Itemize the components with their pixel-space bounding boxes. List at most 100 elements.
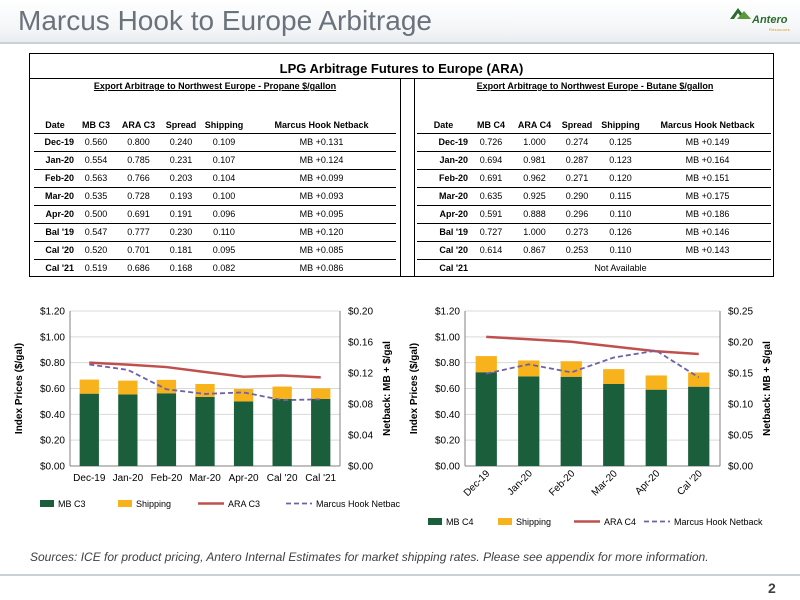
table-cell: Bal '19	[417, 223, 470, 242]
table-cell: 0.230	[161, 223, 201, 242]
table-row: Jan-20 0.694 0.981 0.287 0.123 MB +0.164	[417, 151, 771, 170]
line-marcus-hook-netback	[486, 349, 700, 379]
bar-shipping	[475, 356, 497, 373]
legend-label: Marcus Hook Netback	[316, 499, 400, 509]
legend-label: Marcus Hook Netback	[674, 517, 763, 527]
table-cell: 0.701	[116, 241, 161, 260]
table-cell: Cal '20	[34, 241, 76, 260]
table-divider	[400, 78, 401, 277]
table-cell: MB +0.095	[247, 205, 396, 224]
table-cell: 0.635	[470, 187, 512, 206]
butane-chart-svg: $0.00 $0.20 $0.40 $0.60 $0.80 $1.00 $1.20 $0.00…	[409, 307, 773, 528]
table-cell: 0.193	[161, 187, 201, 206]
column-header: MB C4	[470, 117, 512, 134]
bar-shipping	[311, 388, 331, 399]
y2-axis-title: Netback: MB + $/gal	[762, 341, 773, 436]
table-cell: 0.591	[470, 205, 512, 224]
table-cell: Cal '21	[45, 263, 74, 274]
y2-tick-label: $0.20	[348, 307, 373, 318]
logo-wordmark: Antero	[752, 14, 788, 26]
bar-mb-c4	[475, 372, 497, 466]
table-title-divider	[30, 78, 773, 79]
table-cell: MB +0.131	[247, 133, 396, 152]
bar-shipping	[156, 379, 177, 394]
butane-table: Date MB C4 ARA C4 Spread Shipping Marcus Hook…	[417, 117, 771, 277]
table-row: Mar-20 0.535 0.728 0.193 0.100 MB +0.093	[34, 187, 396, 206]
table-cell: 0.614	[470, 241, 512, 260]
table-cell: 0.191	[161, 205, 201, 224]
table-cell: Cal '21	[439, 263, 468, 274]
table-cell: 0.535	[76, 187, 116, 206]
table-cell: MB +0.164	[644, 151, 771, 170]
table-row: Feb-20 0.563 0.766 0.203 0.104 MB +0.099	[34, 169, 396, 188]
table-cell: 0.123	[597, 151, 644, 170]
column-header: Shipping	[597, 117, 644, 134]
bar-shipping	[233, 389, 254, 402]
table-cell: MB +0.093	[247, 187, 396, 206]
table-cell: 0.547	[76, 223, 116, 242]
y-axis-title: Index Prices ($/gal)	[14, 343, 25, 434]
y-tick-label: $1.20	[40, 307, 65, 318]
table-cell: 0.104	[201, 169, 247, 188]
legend-swatch	[428, 518, 442, 525]
company-logo	[730, 8, 751, 19]
legend-label: MB C4	[446, 517, 474, 527]
table-cell: 0.500	[76, 205, 116, 224]
bar-mb-c4	[518, 376, 540, 466]
table-cell: MB +0.186	[644, 205, 771, 224]
table-cell: 0.240	[161, 133, 201, 152]
table-cell: 0.126	[597, 223, 644, 242]
table-cell: 0.785	[116, 151, 161, 170]
y2-tick-label: $0.16	[348, 338, 373, 349]
bar-mb-c4	[688, 386, 710, 466]
table-row: Dec-19 0.726 1.000 0.274 0.125 MB +0.149	[417, 133, 771, 152]
table-cell: 0.867	[512, 241, 557, 260]
table-cell: 0.888	[512, 205, 557, 224]
table-cell: 0.287	[557, 151, 597, 170]
table-cell: Feb-20	[417, 169, 470, 188]
column-header: Date	[417, 117, 470, 134]
line-marcus-hook-netback	[89, 363, 321, 402]
table-cell: 0.981	[512, 151, 557, 170]
table-cell: MB +0.143	[644, 241, 771, 260]
table-cell: 0.563	[76, 169, 116, 188]
y-tick-label: $0.40	[40, 410, 65, 421]
y-tick-label: $0.80	[40, 358, 65, 369]
x-tick-label: Jan-20	[505, 468, 535, 498]
table-cell: Dec-19	[34, 133, 76, 152]
y2-tick-label: $0.15	[728, 369, 753, 380]
legend-swatch	[40, 500, 54, 507]
table-cell: 0.560	[76, 133, 116, 152]
y2-tick-label: $0.00	[348, 462, 373, 473]
y2-tick-label: $0.05	[728, 431, 753, 442]
legend-label: ARA C3	[228, 499, 260, 509]
bar-mb-c3	[118, 394, 138, 466]
table-row: Cal '21 Not Available	[417, 259, 771, 277]
y2-tick-label: $0.04	[348, 431, 373, 442]
legend-swatch	[118, 500, 132, 507]
line-ara-c3	[89, 361, 321, 379]
y2-tick-label: $0.10	[728, 400, 753, 411]
table-cell: 0.274	[557, 133, 597, 152]
bar-mb-c3	[272, 398, 292, 466]
table-cell: 1.000	[512, 133, 557, 152]
y2-tick-label: $0.25	[728, 307, 753, 318]
column-header: ARA C4	[512, 117, 557, 134]
y-tick-label: $0.60	[435, 384, 460, 395]
bar-mb-c4	[560, 376, 582, 466]
x-tick-label: Feb-20	[151, 473, 183, 484]
propane-table: Date MB C3 ARA C3 Spread Shipping Marcus Hook…	[34, 117, 396, 277]
y-tick-label: $0.80	[435, 358, 460, 369]
logo-peak-icon	[737, 11, 751, 19]
table-title: LPG Arbitrage Futures to Europe (ARA)	[279, 61, 524, 76]
table-row: Jan-20 0.554 0.785 0.231 0.107 MB +0.124	[34, 151, 396, 170]
table-cell: Bal '19	[34, 223, 76, 242]
table-row: Apr-20 0.591 0.888 0.296 0.110 MB +0.186	[417, 205, 771, 224]
table-cell: 0.962	[512, 169, 557, 188]
column-header: ARA C3	[116, 117, 161, 134]
bar-shipping	[645, 375, 667, 390]
table-row: Mar-20 0.635 0.925 0.290 0.115 MB +0.175	[417, 187, 771, 206]
bar-mb-c4	[645, 389, 667, 466]
column-header: Date	[34, 117, 76, 134]
table-row: Cal '20 0.520 0.701 0.181 0.095 MB +0.085	[34, 241, 396, 260]
